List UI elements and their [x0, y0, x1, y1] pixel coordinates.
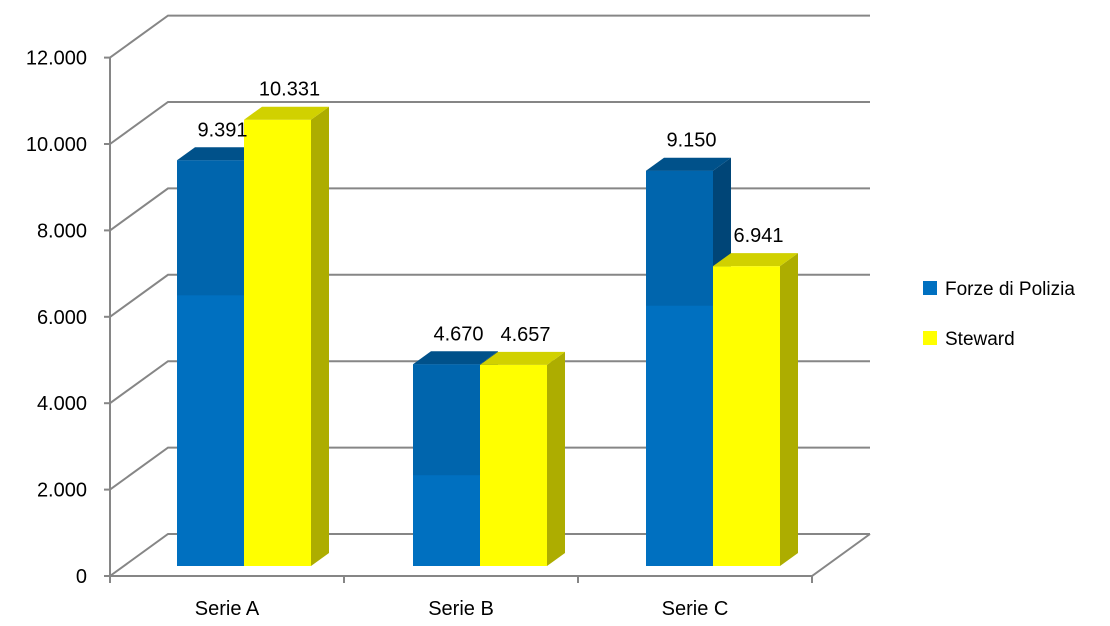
bar — [713, 253, 798, 566]
gridline — [109, 360, 870, 405]
data-labels: 9.391 10.331 4.670 4.657 9.150 6.941 — [197, 79, 783, 346]
bar-shade-band — [413, 364, 480, 476]
y-tick-label: 12.000 — [26, 48, 87, 70]
data-label: 4.670 — [433, 323, 483, 345]
legend-swatch — [923, 281, 937, 295]
bar — [244, 106, 329, 566]
gridline — [109, 101, 870, 145]
data-label: 9.391 — [197, 119, 247, 141]
bar — [413, 351, 498, 566]
legend: Forze di Polizia Steward — [923, 279, 1075, 350]
bar-top-face — [177, 147, 262, 161]
bar-side-face — [311, 106, 329, 566]
bars — [177, 106, 798, 566]
bar — [480, 351, 565, 566]
bar-top-face — [646, 157, 731, 171]
bar-shade-band — [177, 160, 244, 296]
bar — [177, 147, 262, 566]
y-tick-label: 4.000 — [37, 393, 87, 415]
y-tick-label: 8.000 — [37, 220, 87, 242]
gridline — [109, 187, 870, 232]
bar-front-face — [480, 364, 547, 566]
gridline — [109, 533, 870, 577]
data-label: 9.150 — [666, 130, 716, 152]
legend-swatch — [923, 331, 937, 345]
bar-top-face — [413, 351, 498, 365]
bar-top-face — [713, 253, 798, 267]
axes: 0 2.000 4.000 6.000 8.000 10.000 12.000 Serie A… — [26, 48, 871, 620]
legend-label: Forze di Polizia — [945, 279, 1075, 300]
bar-side-face — [547, 351, 565, 566]
gridlines — [109, 14, 870, 577]
y-tick-label: 10.000 — [26, 134, 87, 156]
data-label: 10.331 — [259, 79, 320, 101]
gridline — [109, 14, 870, 59]
bar-top-face — [244, 106, 329, 120]
gridline — [109, 446, 870, 491]
data-label: 6.941 — [733, 225, 783, 247]
bar-front-face — [244, 119, 311, 566]
x-tick-label: Serie B — [428, 598, 494, 620]
bar-shade-band — [646, 170, 713, 306]
bar-top-face — [480, 351, 565, 365]
y-tick-label: 2.000 — [37, 480, 87, 502]
x-tick-label: Serie A — [195, 598, 260, 620]
y-tick-label: 6.000 — [37, 307, 87, 329]
legend-label: Steward — [945, 329, 1015, 350]
gridline — [109, 273, 870, 318]
y-tick-label: 0 — [76, 566, 87, 588]
bar-side-face — [780, 253, 798, 566]
bar-front-face — [713, 266, 780, 566]
data-label: 4.657 — [500, 324, 550, 346]
x-tick-label: Serie C — [662, 598, 729, 620]
